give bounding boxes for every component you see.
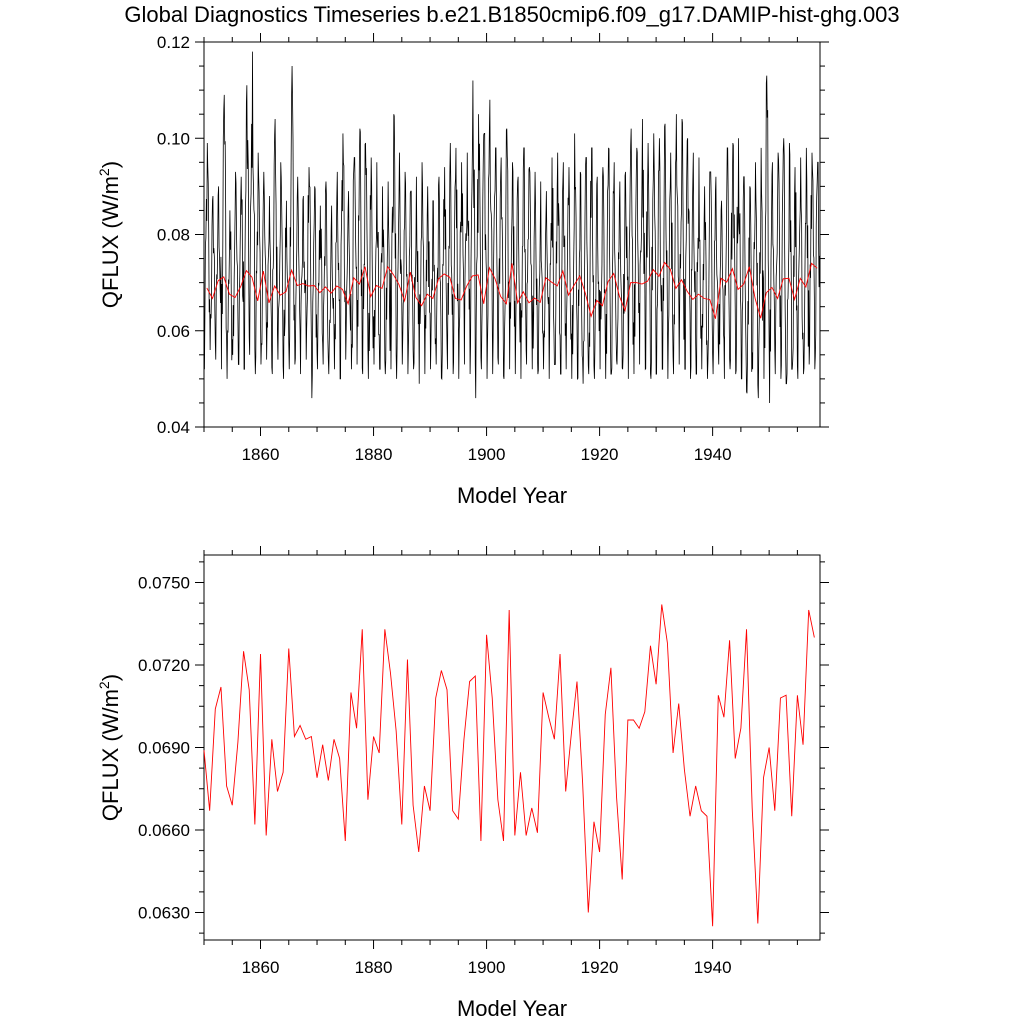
bottom-panel-annual-mean: 1860 1880 1900 1920 1940 0.0630 0.0660 0.0690 0.… <box>96 546 829 1021</box>
x-tick-label: 1900 <box>468 958 506 977</box>
plot-frame <box>203 554 821 941</box>
x-tick-label: 1860 <box>242 445 280 464</box>
y-tick-label: 0.08 <box>157 226 190 245</box>
monthly-series-line <box>203 51 820 403</box>
y-tick-label: 0.0690 <box>138 739 190 758</box>
x-tick-label: 1880 <box>355 958 393 977</box>
y-tick-label: 0.0660 <box>138 821 190 840</box>
y-tick-label: 0.0630 <box>138 904 190 923</box>
y-tick-label: 0.12 <box>157 33 190 52</box>
y-tick-label: 0.0750 <box>138 574 190 593</box>
y-tick-label: 0.10 <box>157 129 190 148</box>
y-tick-label: 0.0720 <box>138 656 190 675</box>
x-tick-label: 1880 <box>355 445 393 464</box>
x-tick-label: 1920 <box>581 958 619 977</box>
annual-mean-series-line <box>206 261 818 319</box>
y-axis-label: QFLUX (W/m2) <box>96 674 123 821</box>
y-tick-label: 0.04 <box>157 418 190 437</box>
x-axis-label: Model Year <box>457 996 567 1021</box>
x-tick-label: 1940 <box>694 958 732 977</box>
top-panel-monthly-and-annual: 1860 1880 1900 1920 1940 0.04 0.06 0.08 0.10 0.12… <box>96 33 829 508</box>
annual-mean-series-line <box>203 604 815 927</box>
x-tick-label: 1860 <box>242 958 280 977</box>
x-tick-label: 1920 <box>581 445 619 464</box>
y-axis-label: QFLUX (W/m2) <box>96 161 123 308</box>
y-tick-label: 0.06 <box>157 322 190 341</box>
page-title: Global Diagnostics Timeseries b.e21.B185… <box>124 2 900 27</box>
x-tick-label: 1940 <box>694 445 732 464</box>
x-tick-label: 1900 <box>468 445 506 464</box>
x-axis-label: Model Year <box>457 483 567 508</box>
